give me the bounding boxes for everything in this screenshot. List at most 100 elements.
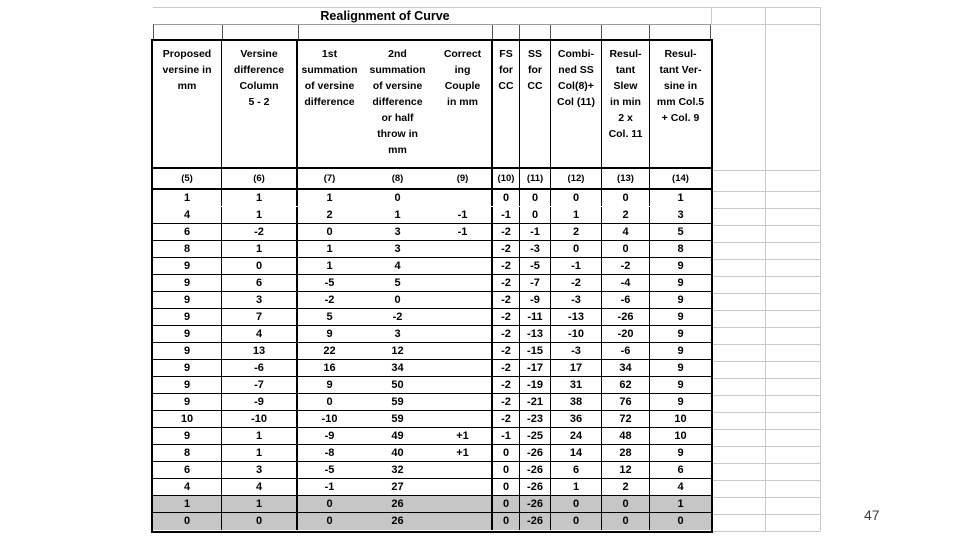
cell: -2 (493, 343, 520, 359)
cell: 50 (391, 378, 404, 391)
cell: 34 (391, 361, 404, 374)
cell: 62 (602, 377, 650, 393)
cell: 9 (677, 378, 684, 391)
cell: 1 (222, 190, 298, 206)
cell: 0 (551, 190, 602, 206)
table-header-row: Proposed versine in mm Versine difference… (153, 41, 711, 169)
cell: 10 (674, 429, 687, 442)
cell: 9 (153, 394, 222, 410)
cell: 28 (602, 445, 650, 461)
cell: -10 (321, 412, 338, 425)
cell: -23 (520, 411, 551, 427)
cell: 32 (391, 463, 404, 476)
cell: +1 (456, 446, 469, 459)
table-row: 8 1 1 3 -2 -3 0 0 8 (153, 241, 711, 258)
cell: 9 (153, 343, 222, 359)
cell: -5 (520, 258, 551, 274)
cell: -26 (520, 445, 551, 461)
cell: 1 (326, 259, 333, 272)
cell: -6 (222, 360, 298, 376)
cell: 76 (602, 394, 650, 410)
cell: 1 (394, 208, 401, 221)
cell: 9 (153, 309, 222, 325)
cell: -3 (551, 292, 602, 308)
gridline (153, 7, 820, 8)
cell: -2 (493, 377, 520, 393)
cell: 3 (222, 462, 298, 478)
table-row: 9 -9 0 59 -2 -21 38 76 9 (153, 394, 711, 411)
header-cell: Combi- ned SS Col(8)+ Col (11) (551, 41, 602, 167)
cell: 49 (391, 429, 404, 442)
cell: 0 (493, 513, 520, 530)
cell: 2 (602, 207, 650, 223)
cell: 0 (326, 515, 333, 527)
merged-cell: 16 34 (298, 360, 493, 376)
cell: 4 (222, 326, 298, 342)
cell: 12 (391, 344, 404, 357)
cell: 0 (222, 513, 298, 530)
header-cell: 2nd summation of versine difference or h… (369, 48, 426, 156)
cell: 27 (391, 480, 404, 493)
cell: 0 (493, 190, 520, 206)
spacer-row (153, 24, 711, 41)
spacer-cell (493, 25, 521, 41)
cell: -2 (392, 310, 403, 323)
merged-cell: 5 -2 (298, 309, 493, 325)
cell (434, 360, 491, 376)
table-row: 4 1 2 1 -1 -1 0 1 2 3 (153, 207, 711, 224)
cell: 0 (520, 207, 551, 223)
cell: 6 (551, 462, 602, 478)
cell: 2 (551, 224, 602, 240)
cell: 9 (677, 446, 684, 459)
cell: -1 (551, 258, 602, 274)
cell (434, 377, 491, 393)
cell (434, 309, 491, 325)
cell: -2 (493, 292, 520, 308)
cell: 26 (391, 515, 404, 527)
cell: 34 (602, 360, 650, 376)
cell: 9 (153, 428, 222, 444)
cell: 6 (222, 275, 298, 291)
header-cell: Resul- tant Slew in min 2 x Col. 11 (602, 41, 650, 167)
merged-cell: -9 49 +1 (298, 428, 493, 444)
cell: 59 (391, 412, 404, 425)
cell: 7 (222, 309, 298, 325)
cell: -21 (520, 394, 551, 410)
cell: 1 (222, 428, 298, 444)
cell: -10 (222, 411, 298, 427)
header-cell: FS for CC (493, 41, 520, 167)
cell: 6 (153, 462, 222, 478)
merged-cell: -2 0 (298, 292, 493, 308)
cell: -2 (551, 275, 602, 291)
merged-cell: -1 27 (298, 479, 493, 495)
cell: 8 (153, 445, 222, 461)
merged-cell: 1st summation of versine difference 2nd s… (298, 41, 493, 167)
cell (434, 326, 491, 342)
cell: 9 (153, 360, 222, 376)
cell: 0 (551, 241, 602, 257)
cell: 9 (153, 292, 222, 308)
spacer-cell (299, 25, 494, 41)
header-cell: Correct ing Couple in mm (443, 48, 482, 108)
table-row: 9 7 5 -2 -2 -11 -13 -26 9 (153, 309, 711, 326)
cell (434, 275, 491, 291)
cell: -2 (493, 394, 520, 410)
cell: -15 (520, 343, 551, 359)
merged-cell: 0 59 (298, 394, 493, 410)
cell: 4 (394, 259, 401, 272)
spacer-cell (223, 25, 299, 41)
slide-title: Realignment of Curve (320, 9, 450, 23)
header-cell: Versine difference Column 5 - 2 (222, 41, 298, 167)
cell: -26 (520, 479, 551, 495)
cell: 9 (677, 276, 684, 289)
cell (434, 411, 491, 427)
cell: -7 (222, 377, 298, 393)
cell: 9 (677, 361, 684, 374)
cell: -2 (493, 309, 520, 325)
cell: -6 (602, 292, 650, 308)
cell: 72 (602, 411, 650, 427)
versine-table: Proposed versine in mm Versine difference… (151, 39, 713, 533)
merged-cell: 0 3 -1 (298, 224, 493, 240)
cell: 13 (222, 343, 298, 359)
